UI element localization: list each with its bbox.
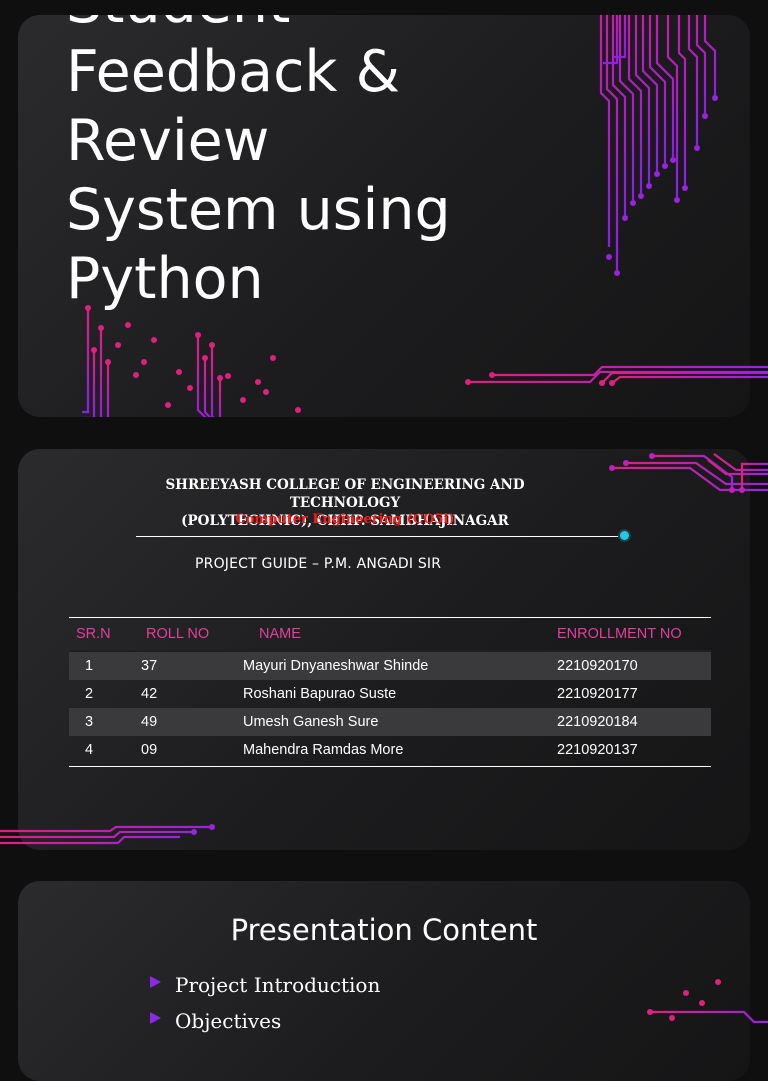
circuit-decoration-right-edge <box>465 365 768 386</box>
circuit-decoration-slide3-right <box>647 979 768 1024</box>
circuit-decoration-bottom-left <box>82 305 301 417</box>
bullet-arrow-icon <box>150 1012 161 1024</box>
header-name: NAME <box>243 617 557 652</box>
circuit-decoration-top-right <box>599 15 718 276</box>
cell-name: Umesh Ganesh Sure <box>243 708 557 736</box>
table-row: 4 09 Mahendra Ramdas More 2210920137 <box>69 736 711 764</box>
header-enrollment-no: ENROLLMENT NO <box>557 617 711 652</box>
divider-line <box>136 536 624 537</box>
circuit-decoration-slide2-top-right <box>609 453 768 493</box>
cell-roll-no: 37 <box>141 651 243 680</box>
cell-name: Mayuri Dnyaneshwar Shinde <box>243 651 557 680</box>
header-sr-no: SR.N <box>69 617 141 652</box>
cell-enrollment-no: 2210920177 <box>557 686 638 702</box>
college-name: SHREEYASH COLLEGE OF ENGINEERING AND TEC… <box>118 476 572 530</box>
college-name-line1: SHREEYASH COLLEGE OF ENGINEERING AND TEC… <box>165 477 525 511</box>
cell-sr-no: 2 <box>85 686 94 702</box>
list-item: Objectives <box>150 1003 380 1039</box>
table-row: 1 37 Mayuri Dnyaneshwar Shinde 221092017… <box>69 651 711 680</box>
list-item: Project Introduction <box>150 967 380 1003</box>
divider-dot-icon <box>620 531 629 540</box>
department-name: Computer Engineering (CO5i) <box>235 512 455 527</box>
table-row: 2 42 Roshani Bapurao Suste 2210920177 <box>69 680 711 708</box>
team-slide[interactable]: SHREEYASH COLLEGE OF ENGINEERING AND TEC… <box>18 449 750 850</box>
cell-sr-no: 3 <box>69 708 141 736</box>
cell-enrollment-no: 2210920184 <box>557 708 711 736</box>
presentation-title: Student Feedback & Review System using P… <box>66 15 451 312</box>
table-row: 3 49 Umesh Ganesh Sure 2210920184 <box>69 708 711 736</box>
presentation-content-title: Presentation Content <box>230 913 538 947</box>
table-header-row: SR.N ROLL NO NAME ENROLLMENT NO <box>69 617 711 652</box>
cell-name: Mahendra Ramdas More <box>243 742 404 758</box>
content-slide[interactable]: Presentation Content Project Introductio… <box>18 881 750 1081</box>
cell-sr-no: 4 <box>85 742 94 758</box>
cell-sr-no: 1 <box>69 651 141 680</box>
cell-enrollment-no: 2210920137 <box>557 742 638 758</box>
title-slide[interactable]: Student Feedback & Review System using P… <box>18 15 750 417</box>
project-guide: PROJECT GUIDE – P.M. ANGADI SIR <box>195 556 442 572</box>
cell-name: Roshani Bapurao Suste <box>243 686 397 702</box>
cell-enrollment-no: 2210920170 <box>557 651 711 680</box>
bullet-arrow-icon <box>150 976 161 988</box>
content-list: Project Introduction Objectives <box>150 967 380 1039</box>
college-name-line2: (POLYTECHNIC), CHHP. SAMBHAJINAGAR <box>181 513 509 529</box>
cell-roll-no: 42 <box>141 686 158 702</box>
header-roll-no: ROLL NO <box>141 617 243 652</box>
members-table: SR.N ROLL NO NAME ENROLLMENT NO 1 37 May… <box>69 617 711 767</box>
list-item-label: Objectives <box>175 1009 282 1033</box>
cell-roll-no: 49 <box>141 708 243 736</box>
cell-roll-no: 09 <box>141 742 158 758</box>
circuit-decoration-slide2-bottom-left <box>0 824 215 845</box>
list-item-label: Project Introduction <box>175 973 381 997</box>
